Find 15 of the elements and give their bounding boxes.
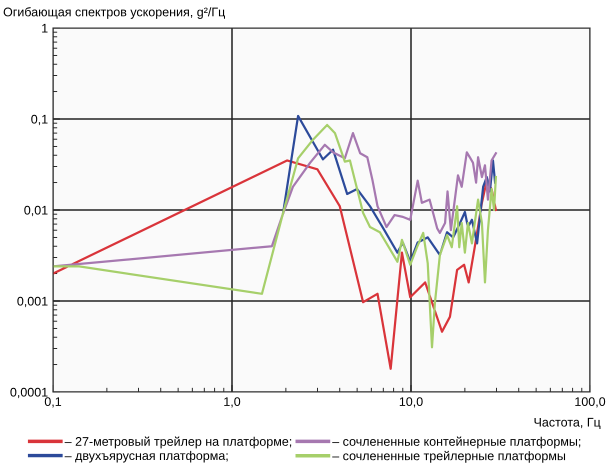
legend-label: – двухъярусная платформа; [64, 450, 228, 463]
x-tick-label: 10,0 [400, 397, 423, 408]
x-axis-title: Частота, Гц [534, 418, 600, 430]
legend-label: – сочлененные контейнерные платформы; [332, 436, 580, 448]
y-tick-label: 0,001 [17, 296, 48, 308]
x-tick-label: 0,1 [44, 397, 62, 408]
x-tick-label: 100,0 [575, 397, 606, 408]
x-tick-label: 1,0 [224, 397, 240, 408]
legend-label: – сочлененные трейлерные платформы [332, 450, 566, 463]
y-tick-label: 0,0001 [10, 388, 48, 398]
y-tick-label: 0,1 [31, 114, 48, 126]
y-axis-title: Огибающая спектров ускорения, g²/Гц [4, 7, 225, 19]
y-tick-label: 0,01 [24, 206, 48, 216]
y-tick-label: 1 [42, 24, 48, 33]
legend-label: – 27-метровый трейлер на платформе; [64, 436, 292, 448]
